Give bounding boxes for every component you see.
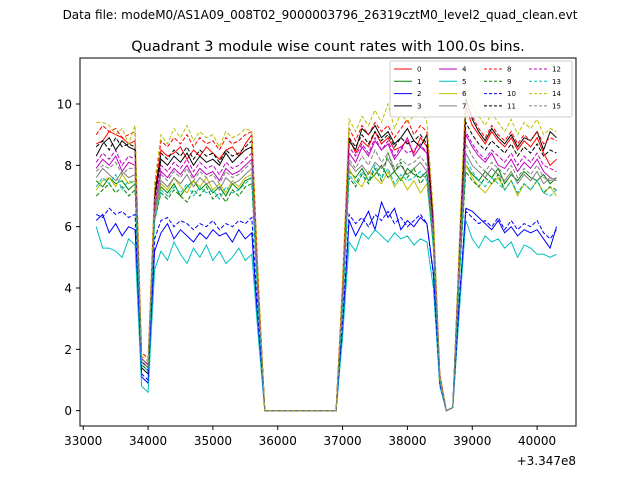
x-tick-label: 37000	[323, 434, 361, 448]
legend-label-6: 6	[462, 90, 467, 98]
x-tick-label: 35000	[194, 434, 232, 448]
chart-title: Quadrant 3 module wise count rates with …	[131, 39, 525, 55]
y-tick-label: 8	[64, 159, 72, 173]
legend-label-5: 5	[462, 78, 466, 86]
x-tick-label: 33000	[64, 434, 102, 448]
legend-label-7: 7	[462, 102, 466, 110]
y-tick-label: 0	[64, 404, 72, 418]
legend-label-0: 0	[417, 66, 421, 74]
series-line-12	[95, 129, 557, 412]
legend-label-12: 12	[552, 66, 561, 74]
x-tick-label: 36000	[259, 434, 297, 448]
series-line-2	[95, 200, 557, 412]
x-tick-label: 39000	[453, 434, 491, 448]
legend-label-11: 11	[507, 102, 516, 110]
legend-label-4: 4	[462, 66, 467, 74]
series-line-0	[95, 106, 557, 412]
legend-label-14: 14	[552, 90, 561, 98]
legend-label-3: 3	[417, 102, 421, 110]
legend-label-10: 10	[507, 90, 516, 98]
series-line-14	[96, 88, 557, 412]
legend-label-15: 15	[552, 102, 561, 110]
series-line-11	[95, 120, 557, 412]
x-tick-label: 34000	[129, 434, 167, 448]
y-tick-label: 6	[64, 220, 72, 234]
y-tick-label: 4	[64, 282, 72, 296]
x-offset-label: +3.347e8	[517, 454, 576, 468]
series-line-4	[95, 132, 557, 412]
legend-box	[389, 60, 573, 118]
series-line-5	[95, 220, 557, 412]
x-axis: 33000 34000 35000 36000 37000 38000 39000 40000	[64, 426, 556, 448]
series-line-15	[95, 142, 557, 412]
legend-label-2: 2	[417, 90, 421, 98]
series-line-7	[95, 151, 557, 412]
x-tick-label: 38000	[388, 434, 426, 448]
series-line-6	[95, 163, 557, 412]
series-line-1	[95, 163, 557, 412]
series-layer	[95, 88, 557, 412]
axes-frame	[79, 57, 577, 427]
x-tick-label: 40000	[518, 434, 556, 448]
legend-label-13: 13	[552, 78, 561, 86]
legend-label-8: 8	[507, 66, 511, 74]
legend-label-9: 9	[507, 78, 511, 86]
y-tick-label: 10	[57, 98, 72, 112]
series-line-9	[95, 151, 557, 412]
y-tick-label: 2	[64, 343, 72, 357]
legend-label-1: 1	[417, 78, 421, 86]
y-axis: 0 2 4 6 8 10	[57, 98, 80, 418]
data-file-caption: Data file: modeM0/AS1A09_008T02_90000037…	[62, 8, 578, 22]
